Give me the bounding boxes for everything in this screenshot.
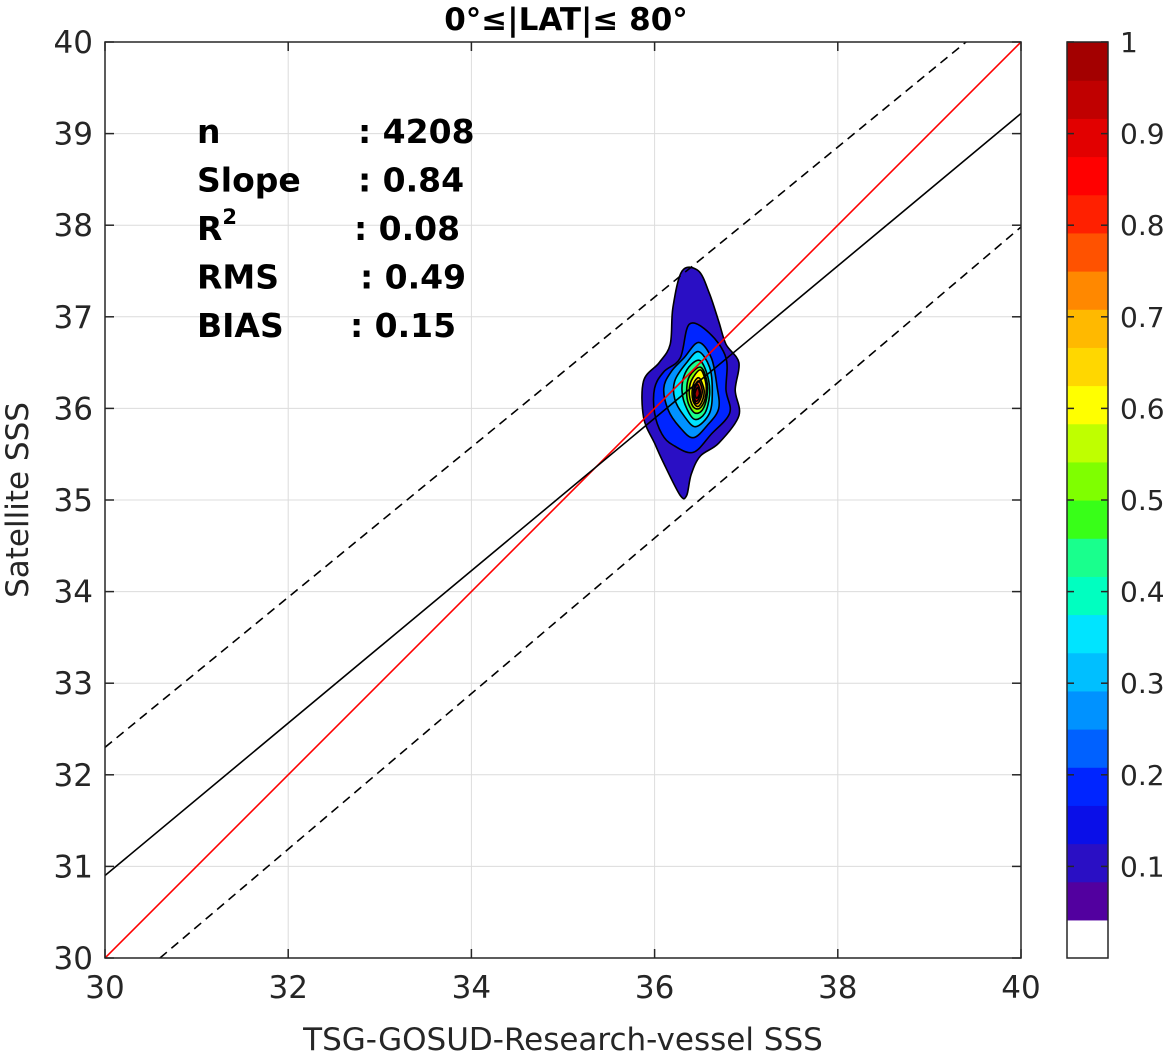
colorbar-tick-label: 0.3 (1120, 667, 1165, 700)
colorbar-tick-label: 0.8 (1120, 209, 1165, 242)
plot-area: 30 32 34 36 38 40 30 31 32 33 34 35 36 37 38 39 40 (54, 25, 1041, 1006)
stat-value: : 0.08 (354, 209, 460, 248)
colorbar-segment (1067, 614, 1108, 654)
stat-label: RMS (197, 258, 279, 297)
y-tick-label: 37 (54, 300, 93, 336)
y-tick-label: 34 (54, 575, 93, 611)
colorbar-segment (1067, 271, 1108, 310)
colorbar-tick-label: 0.9 (1120, 118, 1165, 151)
y-tick-label: 39 (54, 117, 93, 153)
colorbar-segment (1067, 461, 1108, 501)
stat-superscript: 2 (222, 205, 237, 229)
contour-level-11 (694, 386, 701, 400)
colorbar-tick-label: 0.5 (1120, 484, 1165, 517)
colorbar-segment (1067, 576, 1108, 616)
colorbar-segment (1067, 881, 1108, 921)
y-tick-label: 36 (54, 391, 93, 427)
colorbar-tick-label: 0.1 (1120, 850, 1165, 883)
x-axis-title: TSG-GOSUD-Research-vessel SSS (302, 1022, 823, 1055)
stat-value: : 0.84 (358, 161, 464, 200)
regression-line (105, 112, 1021, 877)
colorbar-segment (1067, 309, 1108, 348)
colorbar-tick-label: 0.2 (1120, 759, 1165, 792)
y-tick-label: 30 (54, 941, 93, 977)
colorbar-tick-label: 0.6 (1120, 392, 1165, 425)
colorbar-segment (1067, 652, 1108, 692)
colorbar-segment (1067, 919, 1108, 959)
colorbar-segment (1067, 156, 1108, 196)
colorbar-segment (1067, 729, 1108, 768)
colorbar-segment (1067, 500, 1108, 539)
colorbar-segment (1067, 42, 1108, 81)
colorbar-segment (1067, 118, 1108, 158)
colorbar-tick-label: 0.4 (1120, 576, 1165, 609)
colorbar-segment (1067, 194, 1108, 234)
y-tick-label: 40 (54, 25, 93, 61)
grid (105, 42, 1021, 958)
colorbar-segment (1067, 805, 1108, 845)
density-contours (641, 266, 741, 500)
colorbar-segment (1067, 767, 1108, 806)
lower-bound-line (159, 226, 1021, 958)
colorbar-segment (1067, 843, 1108, 883)
y-tick-label: 31 (54, 849, 93, 885)
stat-value: : 4208 (358, 112, 475, 151)
x-tick-label: 32 (268, 970, 307, 1006)
colorbar-segment (1067, 232, 1108, 272)
stat-label: n (197, 112, 221, 151)
stat-label: R2 (197, 205, 237, 248)
y-axis-title: Satellite SSS (0, 402, 36, 598)
x-tick-label: 38 (818, 970, 857, 1006)
y-tick-label: 35 (54, 483, 93, 519)
y-tick-label: 38 (54, 208, 93, 244)
one-to-one-line (105, 42, 1021, 958)
x-tick-label: 36 (635, 970, 674, 1006)
colorbar-segment (1067, 80, 1108, 119)
y-tick-label: 32 (54, 758, 93, 794)
upper-bound-line (105, 42, 967, 748)
x-tick-label: 30 (85, 970, 124, 1006)
x-tick-label: 34 (452, 970, 491, 1006)
colorbar-segment (1067, 347, 1108, 387)
stat-label: BIAS (197, 306, 284, 345)
stat-value: : 0.15 (350, 306, 456, 345)
x-tick-label: 40 (1001, 970, 1040, 1006)
stats-box: n : 4208 Slope : 0.84 R2 : 0.08 RMS : 0.49 BIAS:… (197, 112, 475, 345)
colorbar-segment (1067, 423, 1108, 463)
axis-ticks: 30 32 34 36 38 40 30 31 32 33 34 35 36 37 38 39 40 (54, 25, 1041, 1006)
stat-label: Slope (197, 161, 301, 200)
colorbar: 0.1 0.2 0.3 0.4 0.5 0.6 0.7 0.8 0.9 1 (1066, 26, 1165, 959)
y-tick-label: 33 (54, 666, 93, 702)
colorbar-segment (1067, 385, 1108, 425)
chart-title: 0°≤|LAT|≤ 80° (444, 2, 688, 38)
reference-lines (105, 42, 1021, 958)
colorbar-segment (1067, 690, 1108, 730)
plot-content (105, 42, 1021, 958)
stat-value: : 0.49 (360, 258, 466, 297)
colorbar-tick-label: 1 (1120, 26, 1138, 59)
colorbar-tick-label: 0.7 (1120, 301, 1165, 334)
colorbar-segment (1067, 538, 1108, 577)
